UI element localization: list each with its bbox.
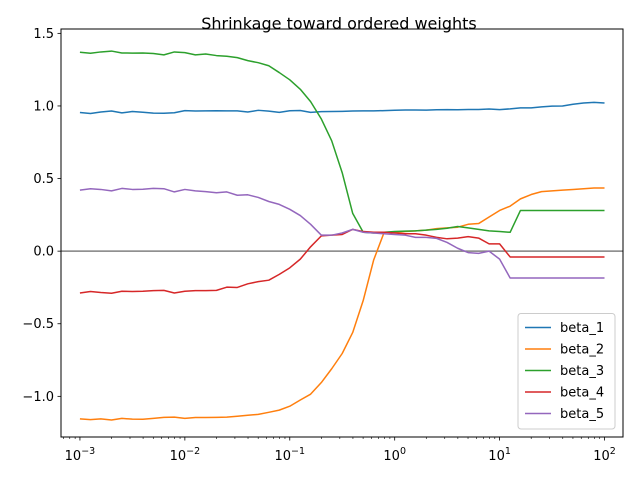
legend-label-beta_4: beta_4	[560, 386, 604, 401]
legend-label-beta_1: beta_1	[560, 321, 604, 336]
series-line-beta_4	[79, 228, 605, 295]
series-line-beta_5	[79, 187, 605, 279]
plot-frame	[60, 28, 624, 438]
x-tick-label: 10−3	[65, 446, 96, 464]
legend-label-beta_2: beta_2	[560, 343, 604, 358]
y-tick-label: −0.5	[22, 317, 54, 332]
y-tick-label: −1.0	[22, 390, 54, 405]
x-axis: 10−3 10−2 10−1 100 101 102	[63, 437, 616, 464]
y-tick-label: 0.5	[33, 172, 54, 187]
series-layer	[79, 50, 605, 421]
x-tick-label: 102	[593, 446, 616, 464]
x-tick-label: 10−1	[274, 446, 305, 464]
legend-box	[517, 313, 616, 430]
series-line-beta_1	[79, 101, 605, 115]
y-axis: −1.0 −0.5 0.0 0.5 1.0 1.5	[22, 27, 61, 405]
y-tick-label: 1.5	[33, 27, 54, 42]
x-tick-label: 10−2	[170, 446, 201, 464]
x-tick-label: 100	[383, 446, 406, 464]
legend-label-beta_3: beta_3	[560, 364, 604, 379]
y-tick-label: 0.0	[33, 245, 54, 260]
series-line-beta_3	[79, 50, 605, 234]
legend: beta_1 beta_2 beta_3 beta_4 beta_5	[517, 313, 616, 430]
legend-label-beta_5: beta_5	[560, 407, 604, 422]
y-tick-label: 1.0	[33, 99, 54, 114]
chart-title: Shrinkage toward ordered weights	[201, 14, 477, 33]
series-line-beta_2	[79, 187, 605, 421]
x-tick-label: 101	[488, 446, 511, 464]
